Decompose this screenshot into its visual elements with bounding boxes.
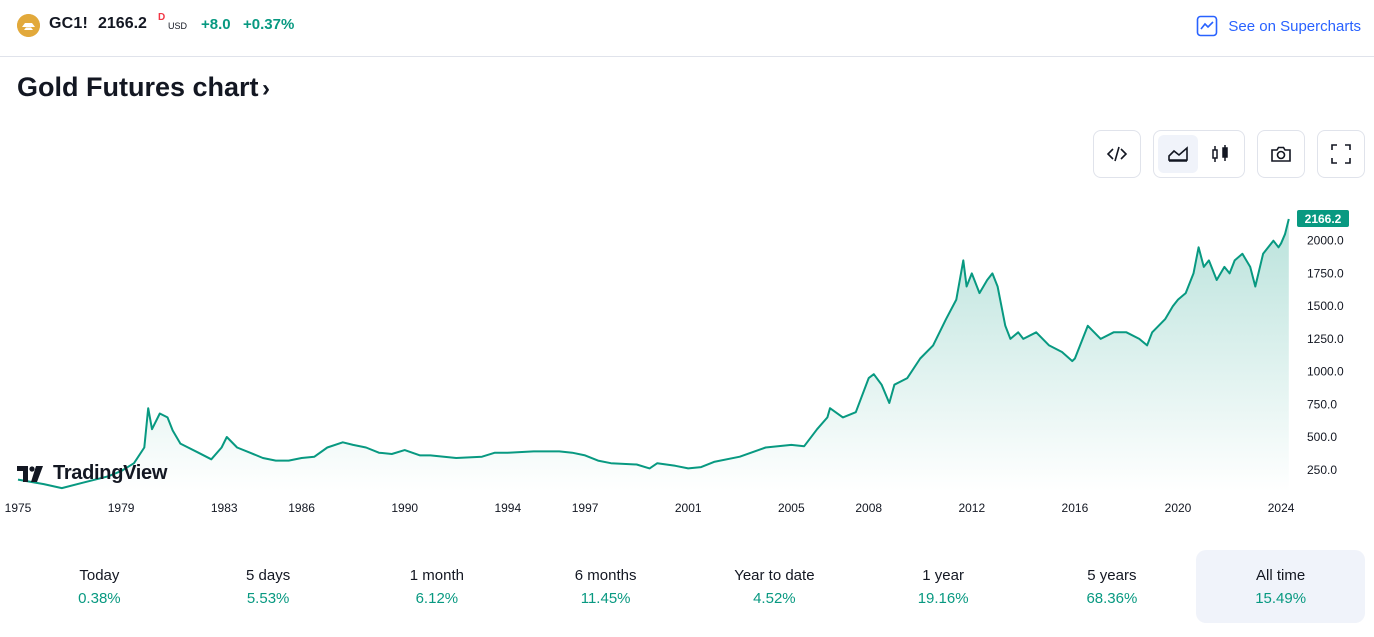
chevron-right-icon[interactable]: › [262,75,270,102]
x-tick-label: 1997 [572,501,599,515]
price-change-percent: +0.37% [243,16,295,33]
y-tick-label: 1250.0 [1307,332,1344,346]
period-year-to-date[interactable]: Year to date 4.52% [690,550,859,623]
period-label: 5 days [246,566,291,584]
supercharts-label: See on Supercharts [1228,17,1361,35]
period-value: 0.38% [78,589,121,607]
embed-button[interactable] [1093,130,1141,178]
y-tick-label: 1000.0 [1307,365,1344,379]
y-tick-label: 2000.0 [1307,234,1344,248]
last-price-label: 2166.2 [1305,212,1342,226]
period-label: 5 years [1087,566,1137,584]
period-5-years[interactable]: 5 years 68.36% [1028,550,1197,623]
candlestick-button[interactable] [1200,135,1240,173]
period-1-month[interactable]: 1 month 6.12% [353,550,522,623]
snapshot-button[interactable] [1257,130,1305,178]
area-chart-icon [1168,146,1188,162]
period-label: Today [79,566,120,584]
period-label: Year to date [734,566,815,584]
x-tick-label: 1975 [5,501,32,515]
x-tick-label: 2020 [1165,501,1192,515]
x-tick-label: 2005 [778,501,805,515]
x-tick-label: 2008 [855,501,882,515]
x-tick-label: 1994 [494,501,521,515]
see-on-supercharts-link[interactable]: See on Supercharts [1196,13,1361,39]
price-area-fill [18,219,1289,492]
last-price-marker [1297,210,1349,227]
period-value: 5.53% [246,589,290,607]
x-tick-label: 2024 [1268,501,1295,515]
chart-style-toggle [1153,130,1245,178]
camera-icon [1271,146,1291,162]
x-tick-label: 1983 [211,501,238,515]
gold-logo-icon [17,14,40,37]
x-tick-label: 1990 [391,501,418,515]
y-tick-label: 500.0 [1307,430,1337,444]
area-chart-button[interactable] [1158,135,1198,173]
tradingview-logo[interactable]: TradingView [17,462,167,485]
symbol-ticker[interactable]: GC1! [49,15,89,32]
period-1-year[interactable]: 1 year 19.16% [859,550,1028,623]
x-tick-label: 1986 [288,501,315,515]
period-label: 1 year [922,566,964,584]
period-value: 19.16% [917,589,969,607]
period-6-months[interactable]: 6 months 11.45% [521,550,690,623]
price-change: +8.0 [201,16,231,33]
price-line [17,218,1290,490]
tradingview-icon [17,465,43,482]
fullscreen-button[interactable] [1317,130,1365,178]
y-tick-label: 1750.0 [1307,266,1344,280]
symbol-header: GC1! 2166.2 D USD +8.0 +0.37% See on Sup… [0,0,1374,57]
y-tick-label: 250.0 [1307,463,1337,477]
period-value: 4.52% [753,589,796,607]
code-icon [1106,146,1128,162]
period-value: 11.45% [580,589,631,607]
period-5-days[interactable]: 5 days 5.53% [184,550,353,623]
currency-label: USD [168,21,188,31]
x-tick-label: 2001 [675,501,702,515]
period-value: 68.36% [1086,589,1138,607]
tradingview-wordmark: TradingView [53,462,168,484]
period-label: 6 months [574,566,637,584]
period-label: 1 month [409,566,464,584]
candlestick-icon [1212,145,1228,162]
period-value: 15.49% [1255,589,1307,607]
gold-futures-chart[interactable]: 2000.0 1750.0 1500.0 1250.0 1000.0 750.0 500.0… [0,190,1374,525]
y-tick-label: 750.0 [1307,397,1337,411]
period-all-time[interactable]: All time 15.49% [1196,550,1365,623]
period-today[interactable]: Today 0.38% [15,550,184,623]
x-tick-label: 1979 [108,501,135,515]
supercharts-icon [1197,15,1218,37]
y-tick-label: 1500.0 [1307,299,1344,313]
period-value: 6.12% [415,589,459,607]
period-label: All time [1256,566,1306,584]
performance-periods: Today 0.38% 5 days 5.53% 1 month 6.12% 6… [15,550,1365,623]
last-price: 2166.2 [98,15,147,32]
x-tick-label: 2012 [958,501,985,515]
price-flag: D [158,12,166,23]
x-tick-label: 2016 [1062,501,1089,515]
fullscreen-icon [1331,144,1351,164]
page-title[interactable]: Gold Futures chart [17,72,259,102]
